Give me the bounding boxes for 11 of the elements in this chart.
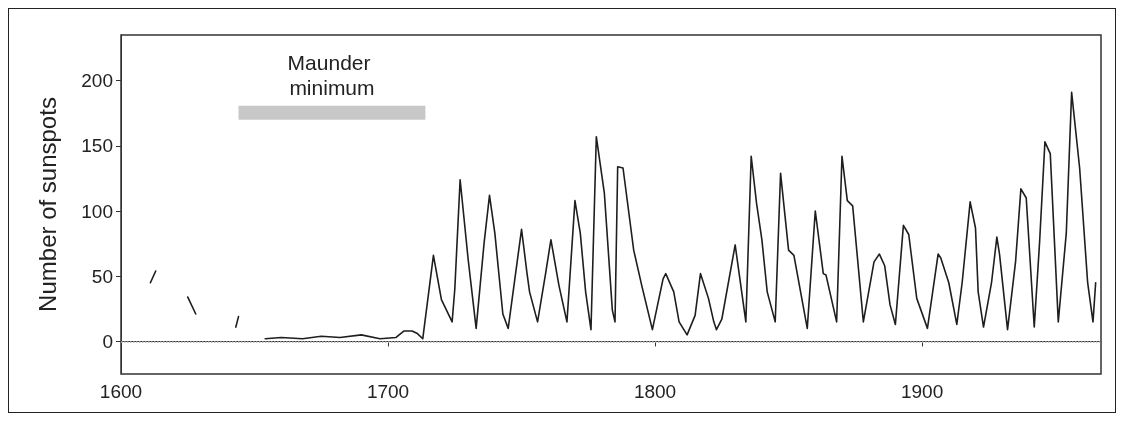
y-tick-label: 150 xyxy=(81,135,113,157)
y-tick-label: 50 xyxy=(91,265,113,287)
y-tick-label: 100 xyxy=(81,200,113,222)
x-tick-label: 1900 xyxy=(900,381,944,402)
y-tick-label: 200 xyxy=(81,70,113,92)
band-label: Maunder minimum xyxy=(287,50,377,99)
x-tick-label: 1800 xyxy=(633,381,677,402)
x-tick-label: 1600 xyxy=(99,381,143,402)
y-tick-label: 0 xyxy=(102,330,113,352)
x-tick-label: 1700 xyxy=(366,381,410,402)
y-axis-title: Number of sunspots xyxy=(33,97,61,312)
